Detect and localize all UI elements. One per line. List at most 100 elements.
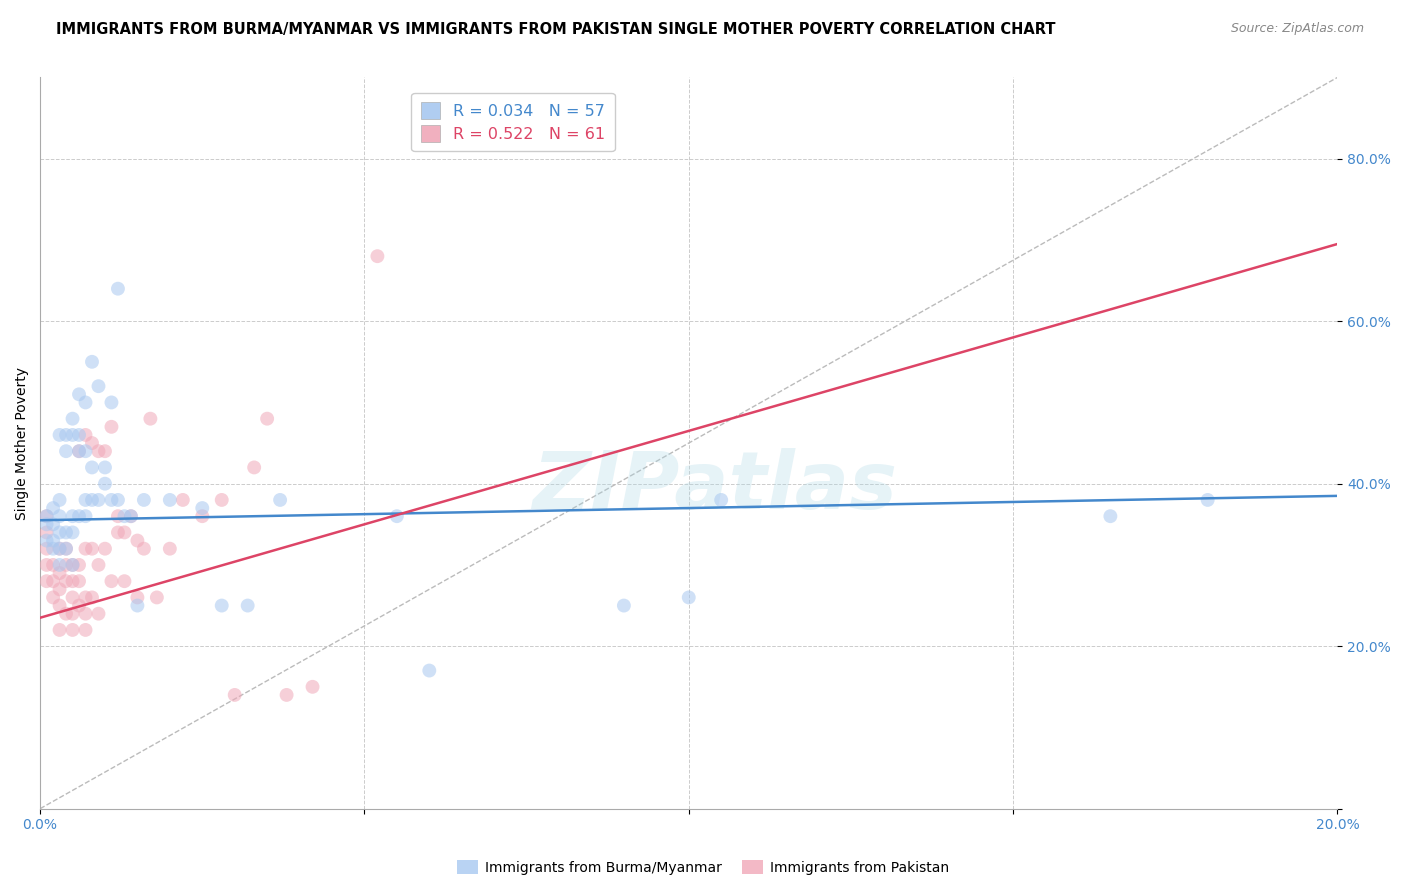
Point bbox=[55, 541, 77, 556]
Point bbox=[132, 492, 155, 507]
Legend: R = 0.034   N = 57, R = 0.522   N = 61: R = 0.034 N = 57, R = 0.522 N = 61 bbox=[412, 93, 614, 152]
Point bbox=[1197, 492, 1219, 507]
Point bbox=[710, 492, 733, 507]
Y-axis label: Single Mother Poverty: Single Mother Poverty bbox=[15, 367, 30, 519]
Point bbox=[55, 428, 77, 442]
Point bbox=[48, 566, 70, 580]
Point bbox=[48, 509, 70, 524]
Point bbox=[35, 517, 58, 532]
Point bbox=[35, 525, 58, 540]
Point bbox=[114, 574, 136, 589]
Point bbox=[613, 599, 636, 613]
Point bbox=[114, 525, 136, 540]
Point bbox=[42, 591, 65, 605]
Point bbox=[55, 541, 77, 556]
Point bbox=[107, 492, 129, 507]
Point bbox=[62, 411, 84, 425]
Point bbox=[67, 428, 90, 442]
Point bbox=[48, 582, 70, 597]
Point bbox=[191, 501, 214, 516]
Point bbox=[75, 541, 97, 556]
Point bbox=[100, 395, 122, 409]
Point bbox=[75, 509, 97, 524]
Point bbox=[55, 574, 77, 589]
Point bbox=[94, 460, 117, 475]
Point bbox=[75, 492, 97, 507]
Point bbox=[75, 607, 97, 621]
Point bbox=[94, 541, 117, 556]
Point bbox=[55, 607, 77, 621]
Point bbox=[1099, 509, 1122, 524]
Point bbox=[42, 517, 65, 532]
Point bbox=[236, 599, 259, 613]
Point bbox=[67, 574, 90, 589]
Point bbox=[75, 591, 97, 605]
Point bbox=[243, 460, 266, 475]
Point bbox=[159, 541, 181, 556]
Point bbox=[224, 688, 246, 702]
Point bbox=[35, 574, 58, 589]
Point bbox=[80, 492, 103, 507]
Point bbox=[67, 444, 90, 458]
Point bbox=[75, 428, 97, 442]
Point bbox=[127, 533, 149, 548]
Point bbox=[94, 444, 117, 458]
Point bbox=[100, 492, 122, 507]
Point bbox=[120, 509, 142, 524]
Point bbox=[301, 680, 323, 694]
Point bbox=[35, 541, 58, 556]
Point bbox=[75, 623, 97, 637]
Point bbox=[191, 509, 214, 524]
Point bbox=[48, 525, 70, 540]
Point bbox=[87, 607, 110, 621]
Point bbox=[35, 509, 58, 524]
Point bbox=[80, 436, 103, 450]
Point bbox=[211, 492, 233, 507]
Point bbox=[80, 541, 103, 556]
Point bbox=[80, 355, 103, 369]
Point bbox=[385, 509, 408, 524]
Point bbox=[87, 492, 110, 507]
Point bbox=[80, 460, 103, 475]
Point bbox=[55, 444, 77, 458]
Text: IMMIGRANTS FROM BURMA/MYANMAR VS IMMIGRANTS FROM PAKISTAN SINGLE MOTHER POVERTY : IMMIGRANTS FROM BURMA/MYANMAR VS IMMIGRA… bbox=[56, 22, 1056, 37]
Point bbox=[55, 558, 77, 572]
Point bbox=[42, 558, 65, 572]
Point bbox=[42, 574, 65, 589]
Point bbox=[35, 558, 58, 572]
Point bbox=[48, 623, 70, 637]
Point bbox=[42, 533, 65, 548]
Point bbox=[48, 492, 70, 507]
Point bbox=[107, 509, 129, 524]
Point bbox=[87, 444, 110, 458]
Point bbox=[87, 558, 110, 572]
Point bbox=[159, 492, 181, 507]
Point bbox=[48, 599, 70, 613]
Point bbox=[35, 533, 58, 548]
Point bbox=[67, 444, 90, 458]
Point bbox=[107, 282, 129, 296]
Point bbox=[107, 525, 129, 540]
Point bbox=[127, 599, 149, 613]
Point bbox=[120, 509, 142, 524]
Point bbox=[62, 558, 84, 572]
Point bbox=[62, 623, 84, 637]
Point bbox=[114, 509, 136, 524]
Point bbox=[42, 541, 65, 556]
Legend: Immigrants from Burma/Myanmar, Immigrants from Pakistan: Immigrants from Burma/Myanmar, Immigrant… bbox=[451, 855, 955, 880]
Point bbox=[132, 541, 155, 556]
Point bbox=[211, 599, 233, 613]
Point bbox=[146, 591, 169, 605]
Point bbox=[62, 525, 84, 540]
Point bbox=[62, 591, 84, 605]
Point bbox=[172, 492, 194, 507]
Point bbox=[48, 541, 70, 556]
Point bbox=[62, 607, 84, 621]
Point bbox=[48, 558, 70, 572]
Point bbox=[94, 476, 117, 491]
Point bbox=[75, 395, 97, 409]
Point bbox=[80, 591, 103, 605]
Point bbox=[678, 591, 700, 605]
Text: Source: ZipAtlas.com: Source: ZipAtlas.com bbox=[1230, 22, 1364, 36]
Point bbox=[75, 444, 97, 458]
